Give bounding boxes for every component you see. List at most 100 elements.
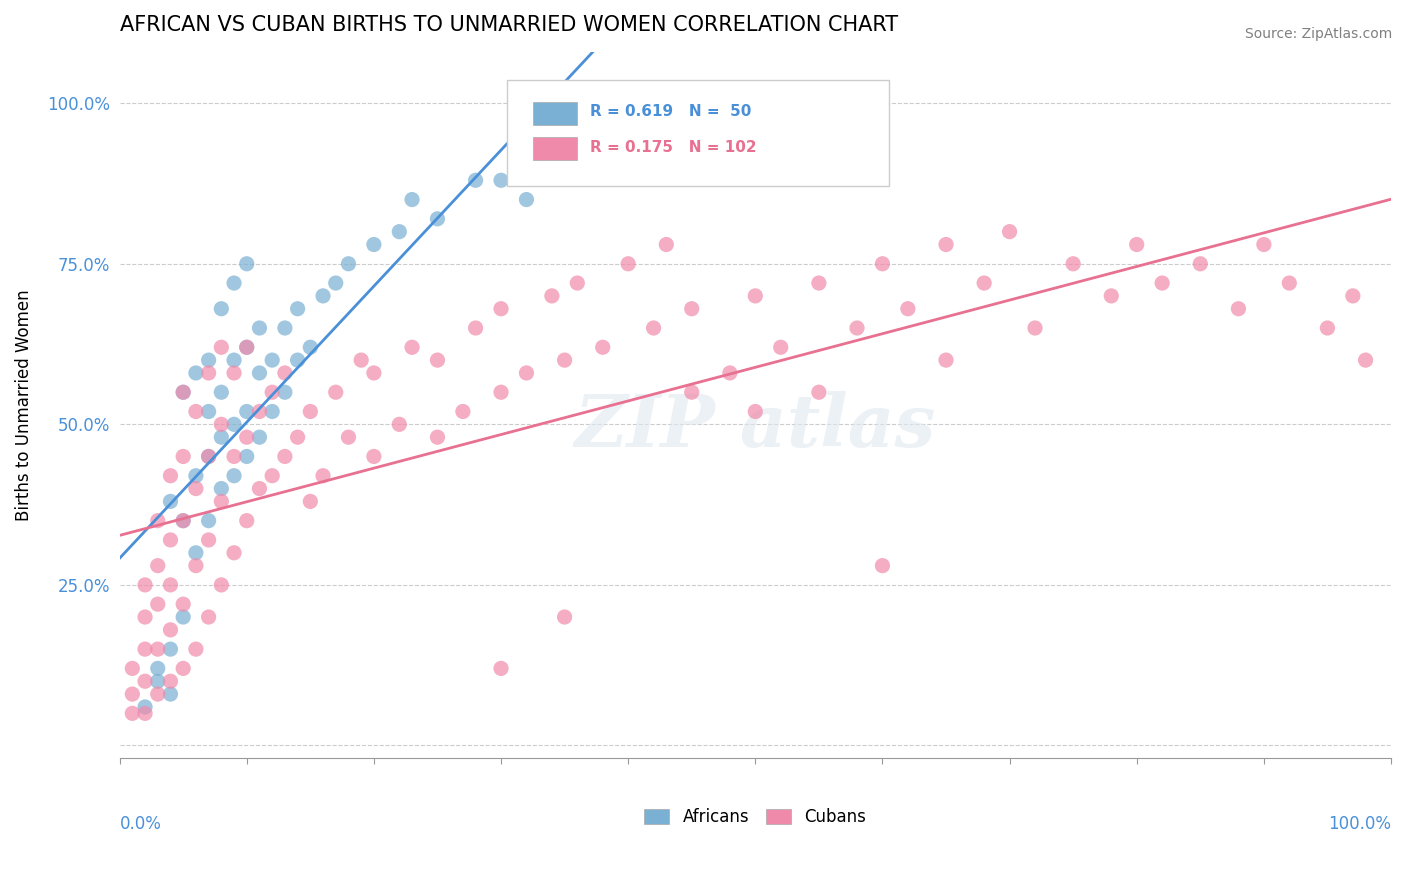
Point (197, 450, 219, 464)
Point (1341, 289, 1364, 303)
Point (935, 353, 957, 368)
Point (249, 430, 271, 444)
Point (222, 353, 245, 368)
Point (337, 430, 360, 444)
Point (121, 661, 143, 675)
Point (235, 514, 257, 528)
Text: AFRICAN VS CUBAN BIRTHS TO UNMARRIED WOMEN CORRELATION CHART: AFRICAN VS CUBAN BIRTHS TO UNMARRIED WOM… (120, 15, 898, 35)
Point (159, 533, 181, 547)
Point (872, 257, 894, 271)
Text: 0.0%: 0.0% (120, 814, 162, 833)
Point (426, 211, 449, 226)
Point (744, 404, 766, 418)
Point (1024, 321, 1046, 335)
Point (388, 225, 411, 239)
Point (655, 237, 678, 252)
Point (197, 366, 219, 380)
Point (489, 385, 512, 400)
Point (274, 385, 297, 400)
Point (222, 276, 245, 290)
Point (807, 385, 830, 400)
Point (184, 366, 207, 380)
Point (249, 404, 271, 418)
Point (134, 674, 156, 689)
Point (159, 687, 181, 701)
Point (935, 237, 957, 252)
Point (121, 706, 143, 721)
Point (134, 706, 156, 721)
Point (184, 468, 207, 483)
Point (262, 385, 284, 400)
Point (235, 340, 257, 354)
Point (172, 514, 194, 528)
Point (643, 321, 665, 335)
Point (489, 301, 512, 316)
Point (146, 674, 169, 689)
Point (159, 578, 181, 592)
Point (299, 404, 322, 418)
Point (146, 687, 169, 701)
Point (197, 353, 219, 368)
Point (184, 642, 207, 657)
Point (172, 514, 194, 528)
Point (262, 353, 284, 368)
Point (184, 558, 207, 573)
Point (121, 687, 143, 701)
Point (554, 353, 576, 368)
Point (274, 450, 297, 464)
Point (681, 301, 703, 316)
Point (274, 321, 297, 335)
Point (363, 450, 385, 464)
Point (464, 173, 486, 187)
Point (807, 276, 830, 290)
Point (197, 404, 219, 418)
Point (249, 366, 271, 380)
Legend: Africans, Cubans: Africans, Cubans (636, 800, 875, 835)
Text: R = 0.175   N = 102: R = 0.175 N = 102 (591, 140, 756, 154)
Y-axis label: Births to Unmarried Women: Births to Unmarried Women (15, 289, 32, 521)
Point (312, 468, 335, 483)
Point (209, 482, 232, 496)
Point (184, 404, 207, 418)
Point (401, 193, 423, 207)
Point (1278, 276, 1301, 290)
FancyBboxPatch shape (508, 80, 889, 186)
Point (973, 276, 995, 290)
Point (172, 450, 194, 464)
Point (159, 468, 181, 483)
Point (846, 321, 869, 335)
Point (567, 276, 589, 290)
Point (388, 417, 411, 432)
Point (287, 430, 309, 444)
Point (249, 321, 271, 335)
Point (146, 514, 169, 528)
Point (426, 430, 449, 444)
Point (172, 610, 194, 624)
Point (209, 430, 232, 444)
Point (744, 289, 766, 303)
Point (159, 674, 181, 689)
Point (363, 366, 385, 380)
Point (299, 340, 322, 354)
Point (681, 385, 703, 400)
Point (249, 482, 271, 496)
Point (235, 257, 257, 271)
Point (222, 450, 245, 464)
Point (489, 173, 512, 187)
Point (172, 385, 194, 400)
Text: R = 0.619   N =  50: R = 0.619 N = 50 (591, 104, 751, 120)
Point (134, 578, 156, 592)
Text: Source: ZipAtlas.com: Source: ZipAtlas.com (1244, 27, 1392, 41)
Point (1253, 237, 1275, 252)
Point (274, 366, 297, 380)
Point (172, 597, 194, 611)
Point (134, 642, 156, 657)
Point (159, 623, 181, 637)
Point (235, 340, 257, 354)
Point (451, 404, 474, 418)
Point (1227, 301, 1250, 316)
Point (998, 225, 1021, 239)
Point (426, 353, 449, 368)
Point (401, 340, 423, 354)
Point (184, 546, 207, 560)
